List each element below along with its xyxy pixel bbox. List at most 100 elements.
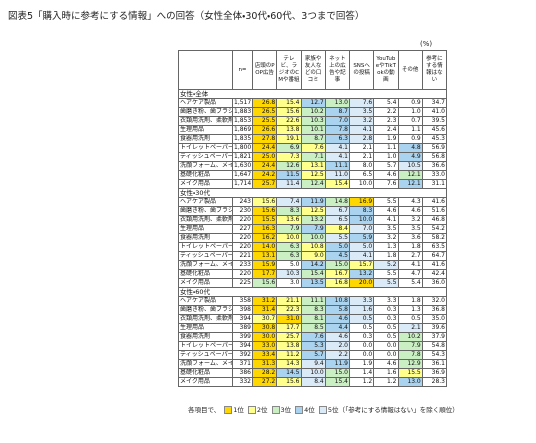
- value-cell: 9.0: [300, 251, 326, 261]
- value-cell: 56.9: [421, 143, 448, 153]
- value-cell: 0.5: [373, 332, 399, 342]
- value-cell: 15.9: [251, 260, 278, 270]
- header-cell: n=: [232, 50, 253, 90]
- value-cell: 0.5: [348, 323, 375, 333]
- n-cell: 1,883: [232, 107, 253, 117]
- value-cell: 5.0: [324, 242, 351, 252]
- value-cell: 6.3: [276, 242, 302, 252]
- value-cell: 0.9: [397, 134, 423, 144]
- value-cell: 10.0: [276, 233, 302, 243]
- value-cell: 8.3: [300, 305, 326, 315]
- value-cell: 10.5: [397, 161, 423, 171]
- value-cell: 11.9: [300, 197, 326, 207]
- data-row: 歯磨き粉、歯ブラシ 230 15.6 8.3 12.5 6.7 8.3 4.6 4.6 51.6: [178, 206, 448, 216]
- value-cell: 7.0: [348, 224, 375, 234]
- value-cell: 0.3: [373, 305, 399, 315]
- header-cell: YouTubeやTikTokの動画: [373, 50, 399, 90]
- value-cell: 5.5: [373, 269, 399, 279]
- value-cell: 7.0: [324, 116, 351, 126]
- value-cell: 15.4: [324, 377, 351, 387]
- n-cell: 358: [232, 296, 253, 306]
- data-row: 衣類用洗剤、柔軟剤 220 15.5 13.6 13.2 6.5 10.0 4.1 3.2 46.…: [178, 215, 448, 225]
- value-cell: 3.3: [373, 296, 399, 306]
- n-cell: 389: [232, 323, 253, 333]
- value-cell: 34.7: [421, 98, 448, 108]
- value-cell: 12.9: [397, 359, 423, 369]
- value-cell: 10.3: [300, 116, 326, 126]
- value-cell: 28.3: [421, 377, 448, 387]
- value-cell: 36.8: [421, 305, 448, 315]
- value-cell: 2.1: [397, 323, 423, 333]
- value-cell: 31.4: [251, 305, 278, 315]
- item-cell: 生理用品: [178, 224, 233, 234]
- value-cell: 4.8: [397, 143, 423, 153]
- value-cell: 2.0: [324, 341, 351, 351]
- data-row: 基礎化粧品 1,647 24.2 11.5 12.5 11.0 6.5 4.6 12.1 33.0: [178, 170, 448, 180]
- value-cell: 2.3: [373, 116, 399, 126]
- value-cell: 4.1: [348, 125, 375, 135]
- value-cell: 1.1: [397, 125, 423, 135]
- value-cell: 1.0: [397, 107, 423, 117]
- value-cell: 0.0: [373, 341, 399, 351]
- legend-suffix: （「参考にする情報はない」を除く順位）: [338, 406, 459, 414]
- value-cell: 16.8: [324, 278, 351, 288]
- value-cell: 5.7: [373, 161, 399, 171]
- value-cell: 6.3: [276, 251, 302, 261]
- item-cell: 食器用洗剤: [178, 233, 233, 243]
- value-cell: 15.4: [324, 179, 351, 189]
- header-cell: その他: [397, 50, 423, 90]
- value-cell: 14.2: [300, 260, 326, 270]
- item-cell: 衣類用洗剤、柔軟剤: [178, 116, 233, 126]
- data-table: n= 店頭のPOP広告 テレビ、ラジオのCMや番組 家族や友人などの口コミ ネット上の広…: [178, 50, 448, 387]
- n-cell: 220: [232, 242, 253, 252]
- value-cell: 15.6: [251, 197, 278, 207]
- n-cell: 1,821: [232, 152, 253, 162]
- data-row: メイク用品 1,714 25.7 11.4 12.4 15.4 10.0 7.6 12.1 31.…: [178, 179, 448, 189]
- value-cell: 1.1: [373, 143, 399, 153]
- group-label: 女性・30代: [178, 188, 447, 198]
- legend-item: 4位: [304, 406, 315, 414]
- data-row: 基礎化粧品 220 17.7 10.3 15.4 16.7 13.2 5.5 4.7 42.4: [178, 269, 448, 279]
- value-cell: 11.4: [276, 179, 302, 189]
- item-cell: 生理用品: [178, 323, 233, 333]
- data-row: メイク用品 225 15.6 3.0 13.5 16.8 20.0 5.5 5.4 36.0: [178, 278, 448, 288]
- data-row: 基礎化粧品 386 28.2 14.5 10.0 15.0 1.4 1.6 15.5 36.9: [178, 368, 448, 378]
- value-cell: 13.1: [251, 251, 278, 261]
- value-cell: 26.8: [251, 98, 278, 108]
- header-cell: 参考にする情報はない: [421, 50, 448, 90]
- value-cell: 15.6: [251, 278, 278, 288]
- n-cell: 1,800: [232, 143, 253, 153]
- value-cell: 8.1: [300, 314, 326, 324]
- value-cell: 37.9: [421, 332, 448, 342]
- value-cell: 1.6: [373, 368, 399, 378]
- value-cell: 45.3: [421, 134, 448, 144]
- legend: 各項目で、 1位 2位 3位 4位 5位（「参考にする情報はない」を除く順位）: [188, 404, 459, 414]
- value-cell: 0.7: [397, 116, 423, 126]
- value-cell: 8.3: [348, 206, 375, 216]
- value-cell: 11.9: [324, 359, 351, 369]
- item-cell: 食器用洗剤: [178, 134, 233, 144]
- value-cell: 13.8: [276, 341, 302, 351]
- data-row: 歯磨き粉、歯ブラシ 398 31.4 22.3 8.3 5.8 1.6 0.3 1.3 36.8: [178, 305, 448, 315]
- n-cell: 220: [232, 215, 253, 225]
- data-row: トイレットペーパー 1,800 24.4 6.9 7.6 4.1 2.1 1.1 4.8 56.9: [178, 143, 448, 153]
- value-cell: 10.0: [300, 368, 326, 378]
- value-cell: 15.6: [276, 107, 302, 117]
- value-cell: 13.1: [300, 161, 326, 171]
- n-cell: 1,647: [232, 170, 253, 180]
- value-cell: 3.5: [348, 107, 375, 117]
- value-cell: 1.2: [348, 377, 375, 387]
- value-cell: 1.8: [397, 242, 423, 252]
- title: 図表5「購入時に参考にする情報」への回答（女性全体・30代・60代、3つまで回答…: [8, 11, 365, 22]
- value-cell: 3.6: [397, 233, 423, 243]
- data-row: 食器用洗剤 1,835 27.8 19.1 8.7 6.3 2.8 1.9 0.9 45.3: [178, 134, 448, 144]
- item-cell: 衣類用洗剤、柔軟剤: [178, 314, 233, 324]
- data-row: トイレットペーパー 394 33.0 13.8 5.3 2.0 0.0 0.0 7.9 54.8: [178, 341, 448, 351]
- item-cell: トイレットペーパー: [178, 242, 233, 252]
- data-row: 衣類用洗剤、柔軟剤 1,853 25.5 22.6 10.3 7.0 3.2 2.3 0.7 39…: [178, 116, 448, 126]
- value-cell: 26.6: [251, 125, 278, 135]
- value-cell: 0.0: [348, 341, 375, 351]
- n-cell: 332: [232, 377, 253, 387]
- value-cell: 1.6: [348, 305, 375, 315]
- n-cell: 1,714: [232, 179, 253, 189]
